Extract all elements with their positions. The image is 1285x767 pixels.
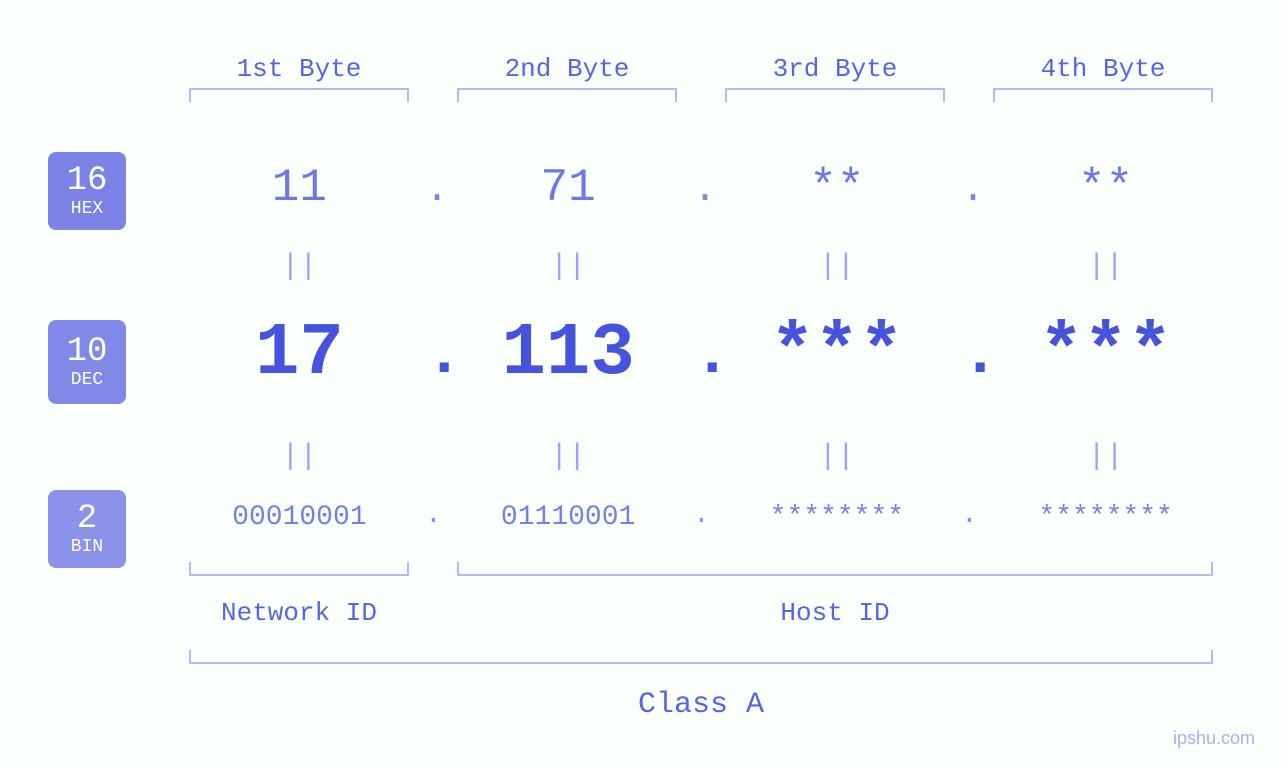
hex-byte-3: ** bbox=[809, 162, 864, 214]
byte-header-3: 3rd Byte bbox=[735, 54, 935, 84]
hex-byte-2: 71 bbox=[541, 162, 596, 214]
badge-dec: 10 DEC bbox=[48, 320, 126, 404]
eq-icon: || bbox=[1088, 250, 1124, 284]
bracket-class bbox=[189, 650, 1213, 664]
bracket-host-id bbox=[457, 562, 1213, 576]
label-class: Class A bbox=[189, 688, 1213, 722]
dot-separator: . bbox=[425, 320, 463, 392]
dot-separator: . bbox=[425, 168, 449, 213]
badge-bin: 2 BIN bbox=[48, 490, 126, 568]
badge-dec-num: 10 bbox=[67, 335, 108, 369]
dot-separator: . bbox=[693, 500, 710, 531]
eq-icon: || bbox=[281, 440, 317, 474]
badge-hex: 16 HEX bbox=[48, 152, 126, 230]
bin-byte-1: 00010001 bbox=[232, 502, 366, 533]
byte-header-1: 1st Byte bbox=[199, 54, 399, 84]
dec-byte-4: *** bbox=[1039, 312, 1172, 396]
badge-hex-num: 16 bbox=[67, 164, 108, 198]
top-bracket-2 bbox=[457, 88, 677, 102]
dot-separator: . bbox=[693, 168, 717, 213]
badge-bin-txt: BIN bbox=[71, 538, 103, 556]
eq-icon: || bbox=[819, 440, 855, 474]
top-bracket-3 bbox=[725, 88, 945, 102]
bracket-network-id bbox=[189, 562, 409, 576]
dot-separator: . bbox=[961, 500, 978, 531]
dot-separator: . bbox=[425, 500, 442, 531]
byte-header-4: 4th Byte bbox=[1003, 54, 1203, 84]
hex-byte-4: ** bbox=[1078, 162, 1133, 214]
byte-header-2: 2nd Byte bbox=[467, 54, 667, 84]
label-host-id: Host ID bbox=[457, 598, 1213, 628]
dec-byte-1: 17 bbox=[255, 312, 344, 396]
eq-icon: || bbox=[550, 440, 586, 474]
dot-separator: . bbox=[961, 320, 999, 392]
eq-icon: || bbox=[281, 250, 317, 284]
equals-row-2: || || || || bbox=[165, 440, 1240, 474]
badge-dec-txt: DEC bbox=[71, 371, 103, 389]
badge-bin-num: 2 bbox=[77, 502, 97, 536]
hex-byte-1: 11 bbox=[272, 162, 327, 214]
watermark: ipshu.com bbox=[1173, 728, 1255, 749]
bin-byte-2: 01110001 bbox=[501, 502, 635, 533]
bin-byte-4: ******** bbox=[1038, 502, 1172, 533]
label-network-id: Network ID bbox=[189, 598, 409, 628]
eq-icon: || bbox=[1088, 440, 1124, 474]
dot-separator: . bbox=[693, 320, 731, 392]
eq-icon: || bbox=[819, 250, 855, 284]
dec-byte-2: 113 bbox=[502, 312, 635, 396]
badge-hex-txt: HEX bbox=[71, 200, 103, 218]
top-bracket-1 bbox=[189, 88, 409, 102]
bin-byte-3: ******** bbox=[770, 502, 904, 533]
dot-separator: . bbox=[961, 168, 985, 213]
dec-byte-3: *** bbox=[770, 312, 903, 396]
equals-row-1: || || || || bbox=[165, 250, 1240, 284]
top-bracket-4 bbox=[993, 88, 1213, 102]
eq-icon: || bbox=[550, 250, 586, 284]
